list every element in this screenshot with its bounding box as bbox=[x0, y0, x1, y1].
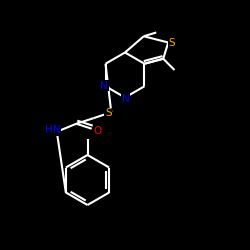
Text: N: N bbox=[122, 94, 130, 104]
Text: N: N bbox=[100, 80, 108, 90]
Text: S: S bbox=[105, 108, 112, 118]
Text: S: S bbox=[169, 38, 175, 48]
Text: HN: HN bbox=[45, 125, 60, 135]
Text: O: O bbox=[93, 126, 102, 136]
